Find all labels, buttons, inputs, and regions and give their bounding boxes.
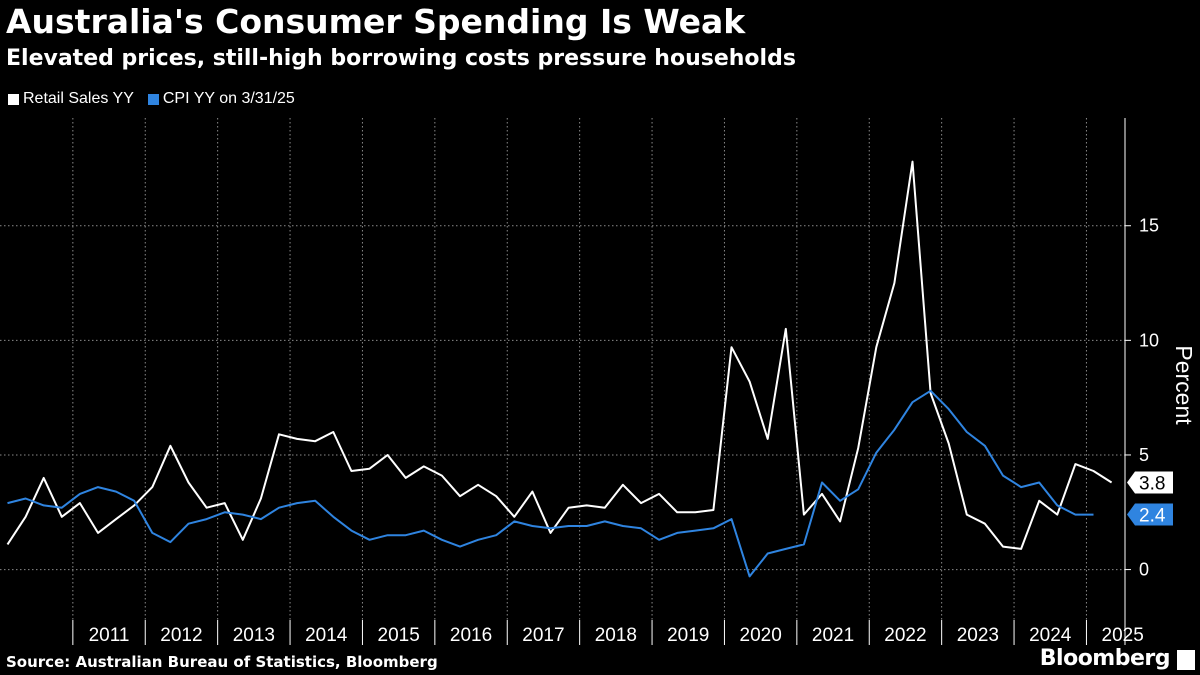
y-tick-label-0: 0 xyxy=(1139,560,1149,580)
legend-swatch-retail-sales xyxy=(8,93,19,105)
chart-subtitle: Elevated prices, still-high borrowing co… xyxy=(6,46,796,71)
x-axis: 2011 2012 2013 2014 2015 2016 2017 2018 2019 2020… xyxy=(72,620,1144,646)
legend: Retail Sales YY CPI YY on 3/31/25 xyxy=(8,90,309,108)
bloomberg-logo: Bloomberg xyxy=(1039,646,1171,671)
legend-swatch-cpi xyxy=(147,93,159,105)
x-tick-label-2013: 2013 xyxy=(233,625,275,646)
legend-label-retail-sales: Retail Sales YY xyxy=(23,90,134,107)
bloomberg-mark-icon xyxy=(1177,650,1195,670)
callout-box-cpi xyxy=(1127,503,1173,526)
callout-value-cpi: 2.4 xyxy=(1139,506,1166,527)
x-tick-label-2016: 2016 xyxy=(450,625,492,646)
legend-item-retail-sales: Retail Sales YY xyxy=(8,90,134,108)
x-tick-label-2012: 2012 xyxy=(160,625,202,646)
x-tick-label-2020: 2020 xyxy=(740,625,782,646)
x-tick-label-2019: 2019 xyxy=(667,625,709,646)
x-tick-label-2017: 2017 xyxy=(522,625,564,646)
last-value-callouts: 3.8 2.4 xyxy=(1127,471,1173,527)
x-tick-label-2014: 2014 xyxy=(305,625,348,646)
x-tick-label-2024: 2024 xyxy=(1029,625,1072,646)
callout-box-retail-sales xyxy=(1127,471,1173,494)
callout-value-retail-sales: 3.8 xyxy=(1139,473,1165,494)
y-axis-label: Percent xyxy=(1171,345,1197,425)
chart-title: Australia's Consumer Spending Is Weak xyxy=(6,2,746,41)
x-tick-label-2025: 2025 xyxy=(1102,625,1144,646)
plot-lines xyxy=(6,160,1113,578)
y-tick-label-10: 10 xyxy=(1139,330,1159,350)
source-note: Source: Australian Bureau of Statistics,… xyxy=(6,653,438,671)
legend-label-cpi: CPI YY on 3/31/25 xyxy=(162,90,295,107)
x-tick-label-2018: 2018 xyxy=(595,625,637,646)
x-tick-label-2015: 2015 xyxy=(378,625,420,646)
x-tick-label-2011: 2011 xyxy=(89,625,130,646)
x-tick-label-2021: 2021 xyxy=(812,625,854,646)
legend-item-cpi: CPI YY on 3/31/25 xyxy=(147,90,295,108)
gridlines xyxy=(0,118,1125,620)
x-tick-label-2022: 2022 xyxy=(884,625,926,646)
y-tick-label-15: 15 xyxy=(1139,216,1159,236)
series-line-cpi xyxy=(7,389,1094,578)
y-tick-label-5: 5 xyxy=(1139,445,1149,465)
x-tick-label-2023: 2023 xyxy=(957,625,999,646)
series-line-retail-sales xyxy=(6,160,1113,550)
y-axis: 0 5 10 15 xyxy=(1124,118,1159,645)
